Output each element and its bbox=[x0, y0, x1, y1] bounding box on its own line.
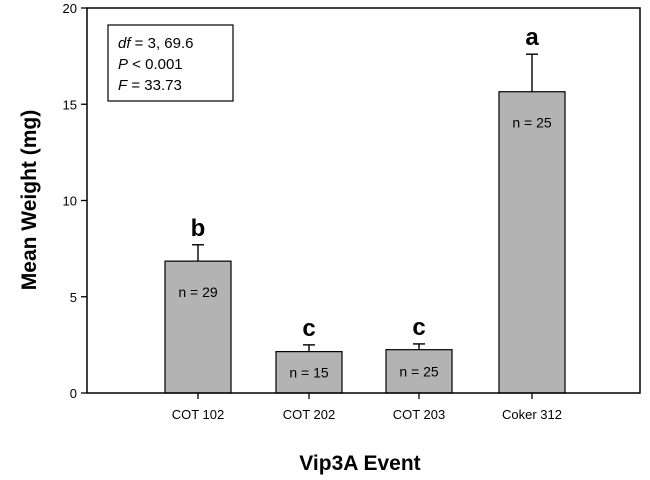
y-axis-ticks: 0 5 10 15 20 bbox=[63, 1, 87, 401]
significance-letters: b c c a bbox=[191, 24, 540, 342]
stats-box-frame bbox=[107, 24, 234, 102]
x-tick-label: COT 202 bbox=[283, 407, 336, 422]
significance-letter: c bbox=[302, 315, 315, 342]
stats-p: P < 0.001 bbox=[118, 56, 183, 73]
bar-cot-203 bbox=[385, 349, 453, 394]
x-tick-label: COT 102 bbox=[172, 407, 225, 422]
significance-letter: a bbox=[525, 24, 539, 51]
x-axis-title: Vip3A Event bbox=[299, 452, 420, 475]
stats-df-key: df bbox=[118, 35, 132, 52]
stats-box: df = 3, 69.6 P < 0.001 F = 33.73 bbox=[107, 24, 234, 102]
stats-p-key: P bbox=[118, 56, 128, 73]
x-tick-label: COT 203 bbox=[393, 407, 446, 422]
y-tick-label: 10 bbox=[63, 194, 77, 209]
significance-letter: c bbox=[412, 314, 425, 341]
y-axis-title: Mean Weight (mg) bbox=[18, 110, 41, 290]
y-tick-label: 5 bbox=[70, 290, 77, 305]
error-bars-layer bbox=[192, 53, 538, 352]
stats-f-value: = 33.73 bbox=[127, 77, 182, 94]
stats-p-value: < 0.001 bbox=[128, 56, 183, 73]
stats-df: df = 3, 69.6 bbox=[118, 35, 193, 52]
sample-size-labels: n = 29 n = 15 n = 25 n = 25 bbox=[178, 115, 552, 381]
bar-cot-102 bbox=[164, 260, 232, 394]
stats-f-key: F bbox=[118, 77, 128, 94]
x-axis-ticks: COT 102 COT 202 COT 203 Coker 312 bbox=[172, 393, 562, 422]
x-tick-label: Coker 312 bbox=[502, 407, 562, 422]
n-label: n = 25 bbox=[512, 115, 552, 131]
significance-letter: b bbox=[191, 215, 206, 242]
n-label: n = 15 bbox=[289, 364, 329, 380]
y-tick-label: 20 bbox=[63, 1, 77, 16]
stats-df-value: = 3, 69.6 bbox=[131, 35, 194, 52]
n-label: n = 25 bbox=[399, 363, 439, 379]
stats-f: F = 33.73 bbox=[118, 77, 182, 94]
y-tick-label: 0 bbox=[70, 386, 77, 401]
n-label: n = 29 bbox=[178, 284, 218, 300]
y-tick-label: 15 bbox=[63, 97, 77, 112]
bars-layer bbox=[164, 91, 566, 394]
bar-coker-312 bbox=[498, 91, 566, 394]
